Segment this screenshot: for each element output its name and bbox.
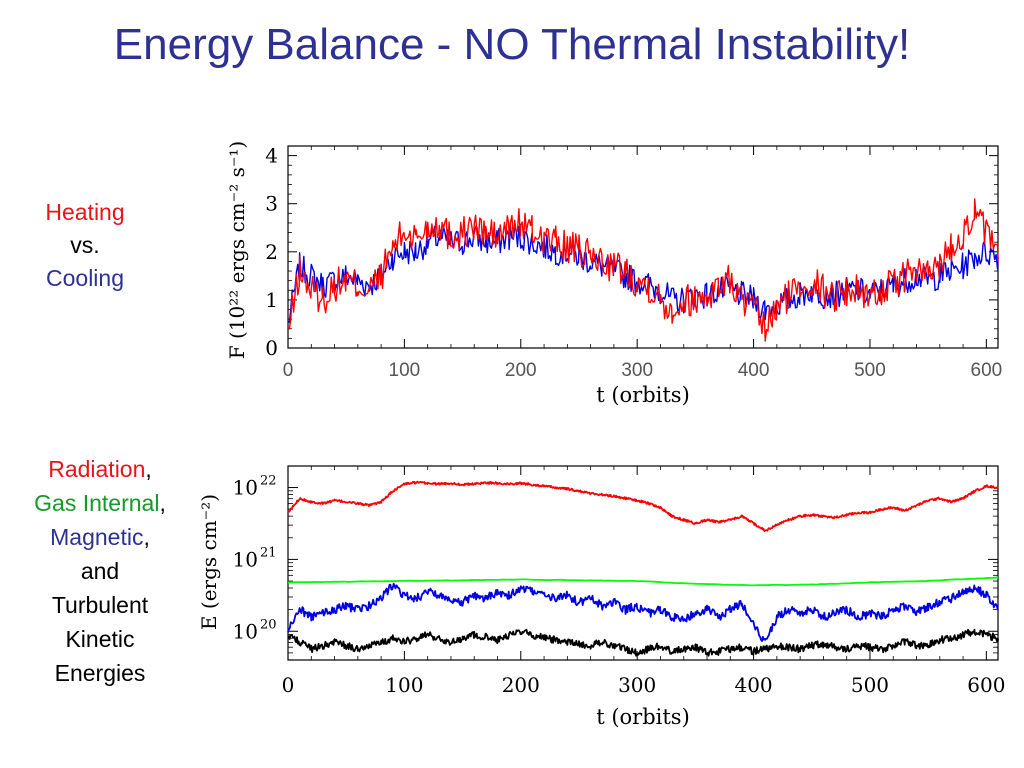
top-flux-chart: 0 100 200 300 400 500 600 t (orbits) 0 1 2 3 4 F (10²… xyxy=(225,141,1002,407)
turbulent-label: Turbulent xyxy=(51,592,149,618)
y-tick-exponent: 22 xyxy=(260,474,277,489)
top-chart-side-label: Heating vs. Cooling xyxy=(20,196,150,295)
y-axis-label: E (ergs cm⁻²) xyxy=(197,494,221,630)
y-tick-label: 10 xyxy=(233,476,258,500)
comma: , xyxy=(159,490,166,516)
gas-internal-line: Gas Internal, xyxy=(20,486,180,520)
x-tick-label: 600 xyxy=(967,673,1005,697)
y-tick-label: 0 xyxy=(265,336,278,360)
x-tick-label: 400 xyxy=(734,673,772,697)
energies-label: Energies xyxy=(54,660,146,686)
y-axis-label: F (10²² ergs cm⁻² s⁻¹) xyxy=(225,141,249,359)
x-axis-label: t (orbits) xyxy=(596,705,690,729)
x-tick-label: 200 xyxy=(505,360,537,381)
gas-internal-label: Gas Internal xyxy=(34,490,160,516)
radiation-line: Radiation, xyxy=(20,452,180,486)
kinetic-label: Kinetic xyxy=(65,626,135,652)
y-tick-label: 4 xyxy=(265,144,278,168)
radiation-label: Radiation xyxy=(48,456,146,482)
y-tick-exponent: 20 xyxy=(260,617,277,632)
vs-label: vs. xyxy=(70,232,100,258)
series-line-heating xyxy=(287,198,999,342)
y-tick-label: 10 xyxy=(233,619,258,643)
x-tick-label: 600 xyxy=(971,360,1003,381)
series-line-turbulent-kinetic xyxy=(287,628,999,657)
bottom-chart-side-label: Radiation, Gas Internal, Magnetic, and T… xyxy=(20,452,180,690)
magnetic-line: Magnetic, xyxy=(20,520,180,554)
x-tick-label: 0 xyxy=(282,673,295,697)
x-tick-label: 300 xyxy=(618,673,656,697)
y-tick-label: 10 xyxy=(233,547,258,571)
x-tick-label: 500 xyxy=(854,360,886,381)
comma: , xyxy=(145,456,152,482)
magnetic-label: Magnetic xyxy=(50,524,144,550)
plot-frame xyxy=(287,465,999,661)
y-tick-label: 1 xyxy=(265,288,278,312)
y-tick-label: 2 xyxy=(265,240,278,264)
x-axis-label: t (orbits) xyxy=(596,383,690,407)
x-tick-label: 300 xyxy=(621,360,653,381)
x-tick-label: 100 xyxy=(389,360,421,381)
slide-title: Energy Balance - NO Thermal Instability! xyxy=(113,20,911,69)
series-line-gas-internal xyxy=(288,576,999,587)
series-line-radiation xyxy=(287,480,999,532)
heating-label: Heating xyxy=(45,199,125,225)
and-label: and xyxy=(80,558,120,584)
comma: , xyxy=(143,524,150,550)
series-line-magnetic xyxy=(287,582,999,642)
x-tick-label: 0 xyxy=(283,360,294,381)
y-tick-exponent: 21 xyxy=(260,545,277,560)
y-tick-label: 3 xyxy=(265,192,278,216)
x-tick-label: 500 xyxy=(851,673,889,697)
x-tick-label: 400 xyxy=(738,360,770,381)
x-tick-label: 100 xyxy=(385,673,423,697)
cooling-label: Cooling xyxy=(46,265,124,291)
x-tick-label: 200 xyxy=(502,673,540,697)
